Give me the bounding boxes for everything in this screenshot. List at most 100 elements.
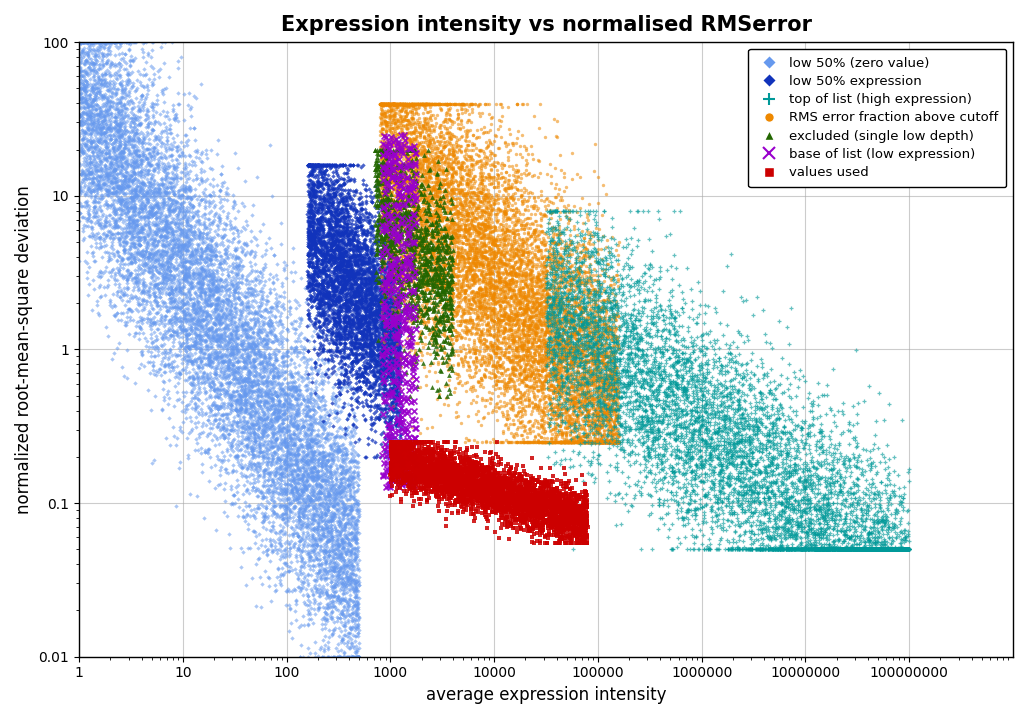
- top of list (high expression): [607, 315, 623, 326]
- top of list (high expression): [813, 506, 830, 518]
- RMS error fraction above cutoff: [535, 436, 551, 447]
- top of list (high expression): [655, 411, 671, 423]
- base of list (low expression): [382, 250, 399, 262]
- top of list (high expression): [865, 477, 881, 489]
- low 50% (zero value): [133, 103, 149, 114]
- top of list (high expression): [734, 412, 750, 423]
- values used: [401, 461, 417, 472]
- low 50% (zero value): [211, 283, 227, 294]
- RMS error fraction above cutoff: [412, 354, 429, 366]
- low 50% (zero value): [260, 370, 277, 381]
- values used: [473, 493, 489, 504]
- top of list (high expression): [820, 503, 837, 515]
- values used: [514, 510, 530, 522]
- low 50% (zero value): [111, 131, 127, 142]
- RMS error fraction above cutoff: [563, 274, 580, 285]
- low 50% expression: [388, 402, 404, 413]
- top of list (high expression): [796, 440, 812, 452]
- RMS error fraction above cutoff: [592, 338, 609, 349]
- RMS error fraction above cutoff: [441, 178, 457, 189]
- low 50% (zero value): [308, 464, 325, 475]
- values used: [518, 493, 535, 504]
- RMS error fraction above cutoff: [453, 250, 470, 262]
- low 50% expression: [390, 305, 406, 316]
- values used: [445, 463, 462, 475]
- RMS error fraction above cutoff: [490, 289, 507, 301]
- top of list (high expression): [730, 385, 746, 396]
- low 50% expression: [370, 224, 387, 235]
- RMS error fraction above cutoff: [470, 246, 486, 257]
- RMS error fraction above cutoff: [482, 281, 499, 293]
- low 50% (zero value): [337, 557, 354, 568]
- values used: [389, 467, 405, 478]
- values used: [513, 482, 529, 493]
- low 50% (zero value): [223, 342, 240, 353]
- RMS error fraction above cutoff: [539, 324, 555, 335]
- top of list (high expression): [873, 544, 889, 555]
- low 50% (zero value): [303, 391, 320, 403]
- low 50% (zero value): [234, 348, 251, 360]
- low 50% (zero value): [130, 253, 146, 265]
- top of list (high expression): [546, 252, 562, 263]
- low 50% expression: [336, 196, 353, 207]
- low 50% expression: [378, 314, 395, 326]
- low 50% expression: [306, 265, 323, 277]
- RMS error fraction above cutoff: [593, 436, 610, 447]
- RMS error fraction above cutoff: [581, 292, 597, 303]
- low 50% expression: [362, 284, 378, 296]
- low 50% (zero value): [177, 269, 193, 280]
- low 50% (zero value): [334, 634, 351, 646]
- RMS error fraction above cutoff: [381, 98, 398, 109]
- RMS error fraction above cutoff: [551, 424, 567, 436]
- low 50% (zero value): [328, 412, 344, 423]
- RMS error fraction above cutoff: [509, 236, 525, 247]
- RMS error fraction above cutoff: [435, 179, 451, 191]
- values used: [473, 454, 489, 465]
- RMS error fraction above cutoff: [378, 98, 395, 109]
- RMS error fraction above cutoff: [539, 301, 555, 313]
- low 50% (zero value): [335, 442, 352, 454]
- RMS error fraction above cutoff: [398, 247, 414, 259]
- excluded (single low depth): [380, 144, 397, 155]
- low 50% (zero value): [97, 178, 113, 190]
- RMS error fraction above cutoff: [600, 436, 617, 447]
- low 50% expression: [372, 294, 389, 306]
- RMS error fraction above cutoff: [391, 272, 407, 283]
- excluded (single low depth): [434, 311, 450, 322]
- top of list (high expression): [853, 544, 870, 555]
- values used: [530, 511, 547, 523]
- top of list (high expression): [550, 300, 566, 311]
- RMS error fraction above cutoff: [372, 98, 389, 109]
- top of list (high expression): [749, 510, 766, 522]
- RMS error fraction above cutoff: [550, 316, 566, 328]
- top of list (high expression): [737, 403, 754, 415]
- values used: [435, 467, 451, 479]
- RMS error fraction above cutoff: [412, 260, 429, 271]
- top of list (high expression): [604, 308, 621, 319]
- RMS error fraction above cutoff: [565, 434, 582, 446]
- low 50% (zero value): [146, 368, 162, 380]
- RMS error fraction above cutoff: [551, 214, 567, 225]
- excluded (single low depth): [437, 246, 453, 257]
- RMS error fraction above cutoff: [437, 211, 453, 223]
- RMS error fraction above cutoff: [523, 188, 540, 199]
- RMS error fraction above cutoff: [415, 132, 432, 143]
- RMS error fraction above cutoff: [561, 316, 578, 327]
- excluded (single low depth): [405, 212, 421, 224]
- RMS error fraction above cutoff: [608, 269, 624, 280]
- low 50% (zero value): [188, 354, 205, 365]
- excluded (single low depth): [384, 209, 401, 220]
- RMS error fraction above cutoff: [525, 269, 542, 280]
- low 50% (zero value): [326, 431, 342, 443]
- RMS error fraction above cutoff: [523, 282, 540, 293]
- low 50% (zero value): [257, 389, 273, 400]
- low 50% (zero value): [183, 323, 199, 334]
- low 50% (zero value): [199, 344, 216, 356]
- low 50% (zero value): [138, 340, 154, 352]
- values used: [513, 489, 529, 500]
- low 50% (zero value): [255, 393, 271, 405]
- excluded (single low depth): [421, 206, 438, 217]
- RMS error fraction above cutoff: [505, 314, 521, 326]
- low 50% (zero value): [234, 411, 251, 423]
- low 50% expression: [329, 216, 345, 227]
